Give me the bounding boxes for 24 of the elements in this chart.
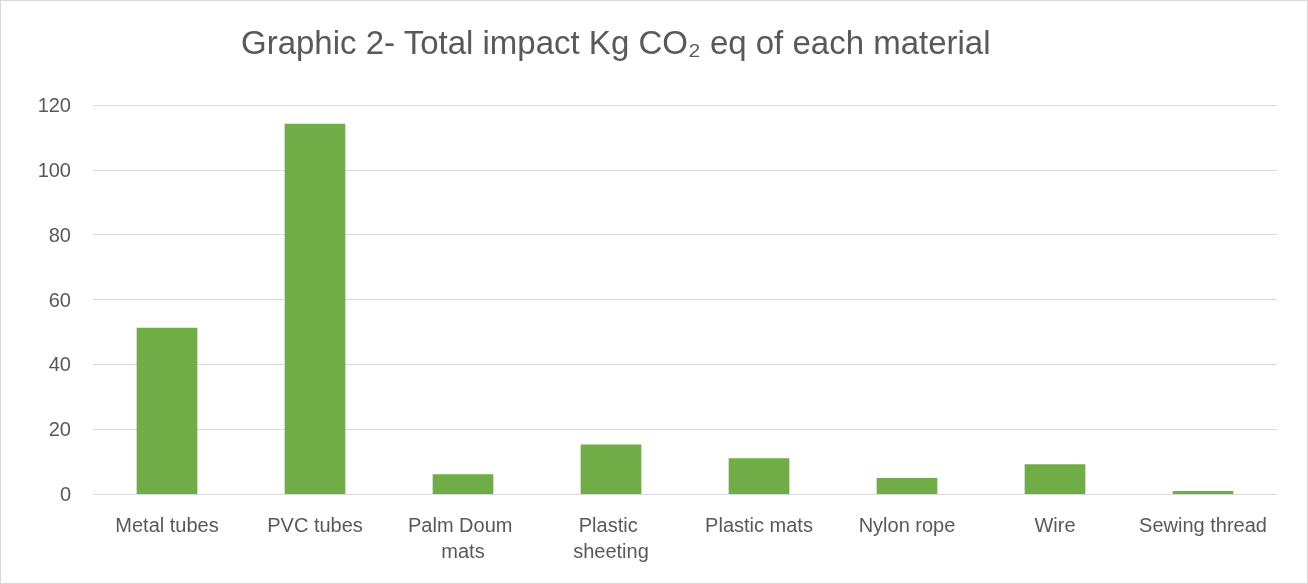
chart-title: Graphic 2- Total impact Kg CO₂ eq of each material [241, 24, 991, 61]
x-tick-label: Sewing thread [1139, 514, 1267, 536]
x-tick-label: Nylon rope [858, 514, 956, 536]
y-tick-label: 60 [48, 288, 71, 311]
x-tick-label: PVC tubes [267, 514, 363, 536]
bar [432, 474, 494, 494]
bar [580, 444, 642, 494]
bar [136, 327, 198, 494]
x-tick-label: Plastic sheeting [573, 514, 649, 562]
bar [728, 458, 790, 494]
y-tick-label: 80 [48, 223, 71, 246]
y-tick-label: 0 [59, 483, 71, 505]
y-tick-label: 120 [37, 94, 71, 116]
y-tick-label: 100 [37, 158, 71, 181]
bar [1024, 464, 1086, 494]
bar [876, 478, 938, 494]
x-tick-label: Plastic mats [705, 514, 813, 536]
bar [1172, 491, 1234, 494]
x-tick-label: Palm Doum mats [407, 514, 519, 562]
x-tick-label: Metal tubes [115, 514, 219, 536]
bar [284, 123, 346, 494]
y-tick-label: 40 [48, 353, 71, 376]
x-tick-label: Wire [1034, 514, 1076, 536]
y-tick-label: 20 [48, 418, 71, 441]
